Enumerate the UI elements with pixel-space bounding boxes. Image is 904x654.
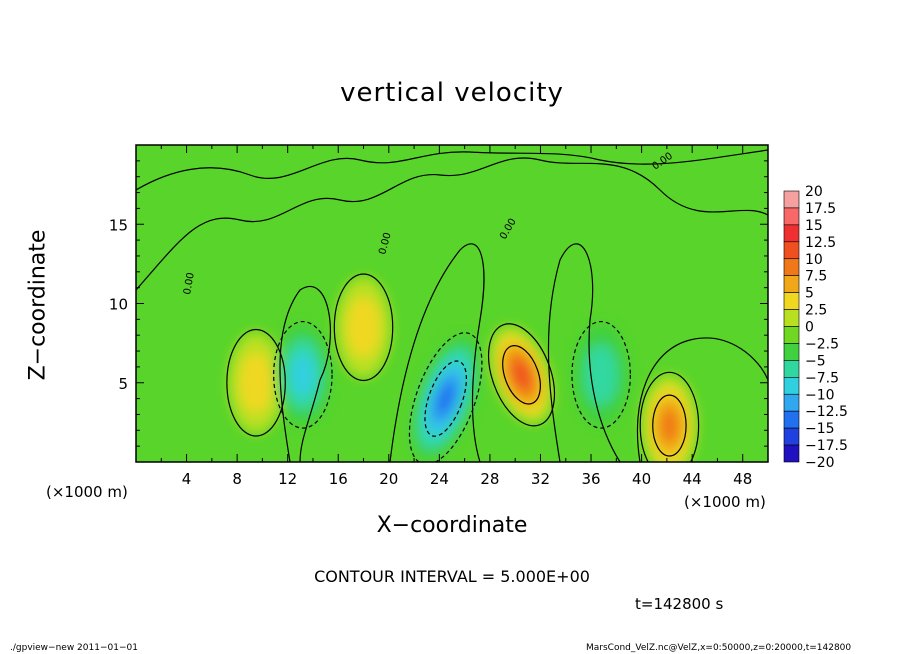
x-unit-label-left: (×1000 m) <box>46 483 128 501</box>
time-label: t=142800 s <box>635 595 724 613</box>
contour-interval-label: CONTOUR INTERVAL = 5.000E+00 <box>314 567 590 586</box>
x-tick-label: 48 <box>733 470 752 488</box>
y-tick-label: 5 <box>118 375 128 393</box>
colorbar-swatch-5 <box>783 275 800 293</box>
colorbar-swatch-15 <box>783 444 800 463</box>
contour-line-5-1 <box>273 320 333 429</box>
x-tick-label: 40 <box>632 470 651 488</box>
colorbar-label: 15 <box>805 218 823 234</box>
colorbar-label: −5 <box>805 353 826 369</box>
contour-label-0: 0.00 <box>182 272 197 296</box>
x-tick-label: 20 <box>379 470 398 488</box>
colorbar-swatch-2 <box>783 224 800 243</box>
colorbar-label: 17.5 <box>805 201 836 217</box>
y-tick-label: 15 <box>109 216 128 234</box>
colorbar-swatch-1 <box>783 207 800 226</box>
x-axis-label: X−coordinate <box>376 513 528 538</box>
chart-title: vertical velocity <box>340 78 564 108</box>
x-tick-label: 24 <box>430 470 449 488</box>
contour-line-2-1 <box>333 273 394 382</box>
field-feature-5 <box>290 353 315 397</box>
x-tick-label: 36 <box>581 470 600 488</box>
colorbar-label: −7.5 <box>805 370 839 386</box>
colorbar-label: −20 <box>805 455 835 471</box>
colorbar-label: 0 <box>805 320 814 336</box>
x-tick-label: 32 <box>531 470 550 488</box>
colorbar-label: 5 <box>805 286 814 302</box>
zero-contour-3 <box>389 243 485 462</box>
colorbar-swatch-14 <box>783 427 800 446</box>
colorbar-swatch-7 <box>783 309 800 327</box>
colorbar-label: −10 <box>805 387 835 403</box>
footer-left: ./gpview−new 2011−01−01 <box>10 643 138 653</box>
colorbar-label: 10 <box>805 252 823 268</box>
x-unit-label-right: (×1000 m) <box>684 493 766 511</box>
zero-contour-5 <box>636 337 768 462</box>
contour-line-4-2 <box>424 360 467 437</box>
x-tick-label: 12 <box>278 470 297 488</box>
zero-contour-0 <box>136 157 768 291</box>
colorbar-swatch-9 <box>783 343 800 361</box>
field-feature-0 <box>512 361 531 389</box>
field-feature-4 <box>436 381 456 416</box>
zero-contour-2 <box>279 286 331 462</box>
field-feature-3 <box>239 352 273 414</box>
colorbar-label: 7.5 <box>805 269 827 285</box>
zero-contour-1 <box>136 149 768 191</box>
colorbar-swatch-8 <box>783 326 800 344</box>
contour-line-4-1 <box>408 332 483 462</box>
contour-line-1-2 <box>652 394 687 457</box>
contour-line-1-1 <box>639 371 700 462</box>
colorbar-swatch-11 <box>783 377 800 395</box>
colorbar-swatch-13 <box>783 410 800 429</box>
colorbar-swatch-12 <box>783 393 800 412</box>
zero-contour-4 <box>547 243 621 462</box>
colorbar-label: −17.5 <box>805 438 848 454</box>
x-tick-label: 16 <box>329 470 348 488</box>
x-tick-label: 44 <box>683 470 702 488</box>
colorbar-swatch-3 <box>783 241 800 260</box>
x-tick-label: 28 <box>480 470 499 488</box>
colorbar-label: −15 <box>805 421 835 437</box>
contour-line-6-1 <box>571 320 631 429</box>
footer-right: MarsCond_VelZ.nc@VelZ,x=0:50000,z=0:2000… <box>586 643 852 653</box>
contour-line-0-2 <box>502 345 541 405</box>
x-tick-label: 8 <box>232 470 242 488</box>
y-axis-label: Z−coordinate <box>25 229 51 381</box>
colorbar-swatch-6 <box>783 292 800 310</box>
colorbar-label: 2.5 <box>805 303 827 319</box>
colorbar-swatch-10 <box>783 360 800 378</box>
colorbar-label: 12.5 <box>805 235 836 251</box>
colorbar-label: 20 <box>805 184 823 200</box>
field-feature-1 <box>660 408 679 443</box>
colorbar-label: −2.5 <box>805 336 839 352</box>
colorbar-swatch-4 <box>783 258 800 276</box>
contour-line-3-1 <box>226 328 286 437</box>
field-feature-2 <box>346 296 381 358</box>
x-tick-label: 4 <box>182 470 192 488</box>
y-tick-label: 10 <box>109 296 128 314</box>
colorbar-label: −12.5 <box>805 404 848 420</box>
colorbar-swatch-0 <box>783 190 800 209</box>
